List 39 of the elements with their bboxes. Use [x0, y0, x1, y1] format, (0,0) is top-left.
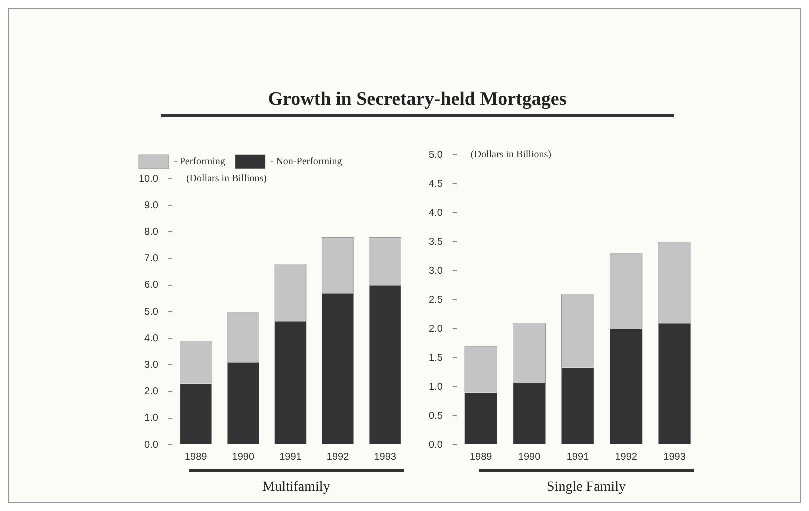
- y-tick-label: 2.0: [144, 386, 159, 398]
- y-tick-label: 1.0: [428, 382, 444, 393]
- y-tick-label: 0.0: [144, 440, 159, 451]
- x-tick-label: 1989: [184, 452, 208, 463]
- y-tick-label: 5.0: [144, 306, 159, 318]
- x-axis-title: Single Family: [479, 469, 694, 496]
- legend-label: - Non-Performing: [270, 156, 342, 168]
- y-tick-label: 1.5: [428, 352, 444, 364]
- y-tick-label: 5.0: [428, 150, 444, 161]
- y-tick-label: 7.0: [144, 254, 159, 265]
- y-axis-title: (Dollars in Billions): [470, 150, 552, 161]
- x-tick-label: 1992: [326, 452, 350, 463]
- x-tick-label: 1992: [615, 452, 638, 463]
- x-tick-label: 1990: [518, 452, 542, 463]
- y-tick-label: 4.0: [144, 333, 159, 344]
- y-tick-label: 1.0: [144, 413, 159, 424]
- y-tick-label: 10.0: [138, 174, 159, 185]
- y-tick-label: 3.5: [428, 236, 444, 248]
- x-tick-label: 1991: [566, 452, 590, 463]
- y-tick-label: 2.0: [428, 324, 444, 335]
- y-tick-label: 8.0: [144, 226, 159, 238]
- x-tick-label: 1991: [280, 452, 302, 463]
- legend-label: - Performing: [174, 156, 226, 168]
- y-tick-label: 4.0: [428, 208, 444, 219]
- y-tick-label: 0.0: [428, 440, 444, 451]
- chart-title: Growth in Secretary-held Mortgages: [161, 89, 674, 117]
- x-tick-label: 1993: [664, 452, 686, 463]
- y-tick-label: 0.5: [428, 410, 444, 422]
- x-axis-title: Multifamily: [189, 469, 404, 496]
- x-tick-label: 1989: [470, 452, 493, 463]
- y-tick-label: 3.0: [428, 266, 444, 277]
- y-tick-label: 6.0: [144, 280, 159, 292]
- y-tick-label: 4.5: [428, 178, 444, 190]
- x-tick-label: 1993: [374, 452, 397, 463]
- y-tick-label: 9.0: [144, 200, 159, 212]
- y-tick-label: 3.0: [144, 360, 159, 371]
- y-tick-label: 2.5: [428, 294, 444, 306]
- x-tick-label: 1990: [232, 452, 255, 463]
- y-axis-title: (Dollars in Billions): [186, 174, 268, 185]
